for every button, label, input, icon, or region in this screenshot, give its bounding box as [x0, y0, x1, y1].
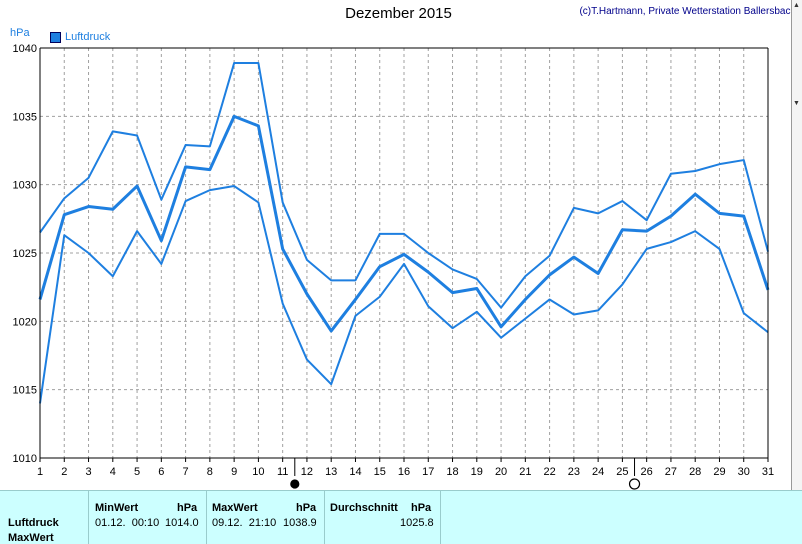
x-tick-label: 17: [422, 466, 434, 478]
min-header: MinWert: [95, 502, 139, 514]
x-tick-label: 21: [519, 466, 531, 478]
full-moon-icon: [628, 478, 641, 490]
x-tick-label: 5: [134, 466, 140, 478]
moon-phases: [290, 458, 641, 490]
column-divider: [324, 491, 325, 544]
x-tick-label: 12: [301, 466, 313, 478]
max-unit: hPa: [296, 502, 317, 514]
x-tick-label: 14: [349, 466, 361, 478]
x-tick-label: 20: [495, 466, 507, 478]
x-tick-label: 4: [110, 466, 116, 478]
min-value: 1014.0: [165, 517, 199, 529]
min-datetime: 01.12. 00:10: [95, 517, 160, 529]
y-tick-labels: 1040 1035 1030 1025 1020 1015 1010: [13, 43, 37, 465]
y-tick-label: 1010: [13, 453, 37, 465]
row-label-luftdruck: Luftdruck: [8, 517, 59, 529]
avg-value: 1025.8: [400, 517, 434, 529]
x-tick-label: 15: [374, 466, 386, 478]
x-tick-label: 29: [713, 466, 725, 478]
series-layer: [38, 62, 770, 404]
legend-label: Luftdruck: [65, 31, 111, 43]
row-label-maxwert: MaxWert: [8, 532, 54, 544]
y-tick-label: 1015: [13, 385, 37, 397]
x-tick-label: 6: [158, 466, 164, 478]
x-tick-label: 3: [85, 466, 91, 478]
min-unit: hPa: [177, 502, 198, 514]
chart-title: Dezember 2015: [345, 5, 452, 22]
column-divider: [88, 491, 89, 544]
x-tick-label: 10: [252, 466, 264, 478]
x-tick-label: 28: [689, 466, 701, 478]
credit-text: (c)T.Hartmann, Private Wetterstation Bal…: [579, 6, 796, 17]
avg-unit: hPa: [411, 502, 432, 514]
new-moon-icon: [290, 479, 300, 489]
column-divider: [206, 491, 207, 544]
scroll-down-icon[interactable]: ▼: [793, 100, 800, 107]
x-tick-label: 31: [762, 466, 774, 478]
x-tick-label: 8: [207, 466, 213, 478]
max-value: 1038.9: [283, 517, 317, 529]
series-line: [39, 62, 769, 309]
y-tick-label: 1020: [13, 316, 37, 328]
vertical-scrollbar[interactable]: ▲ ▼: [791, 0, 802, 490]
y-tick-label: 1040: [13, 43, 37, 55]
legend-swatch: [50, 31, 61, 43]
max-header: MaxWert: [212, 502, 258, 514]
x-tick-label: 7: [183, 466, 189, 478]
x-tick-label: 11: [277, 466, 288, 478]
x-tick-label: 9: [231, 466, 237, 478]
x-tick-label: 2: [61, 466, 67, 478]
series-line: [39, 185, 769, 404]
column-divider: [440, 491, 441, 544]
x-tick-labels: 1 2 3 4 5 6 7 8 9 10 11 12 13 14 15 16 17 18 19 20 21 22 23 24 2…: [37, 466, 774, 478]
x-tick-label: 23: [568, 466, 580, 478]
max-datetime: 09.12. 21:10: [212, 517, 277, 529]
x-tick-label: 24: [592, 466, 604, 478]
stats-table: MinWert hPa MaxWert hPa Durchschnitt hPa…: [0, 490, 802, 544]
y-tick-label: 1030: [13, 180, 37, 192]
x-tick-label: 18: [446, 466, 458, 478]
y-axis-unit: hPa: [10, 27, 30, 39]
y-tick-label: 1035: [13, 111, 37, 123]
y-tick-label: 1025: [13, 248, 37, 260]
legend: Luftdruck: [50, 31, 110, 43]
x-tick-label: 16: [398, 466, 410, 478]
x-tick-label: 27: [665, 466, 677, 478]
x-tick-label: 1: [37, 466, 43, 478]
series-line: [38, 114, 770, 333]
x-tick-label: 30: [738, 466, 750, 478]
x-tick-label: 19: [471, 466, 483, 478]
avg-header: Durchschnitt: [330, 502, 398, 514]
x-tick-label: 22: [543, 466, 555, 478]
x-tick-label: 25: [616, 466, 628, 478]
axes: [39, 47, 769, 462]
scroll-up-icon[interactable]: ▲: [793, 2, 800, 9]
x-tick-label: 13: [325, 466, 337, 478]
x-tick-label: 26: [641, 466, 653, 478]
